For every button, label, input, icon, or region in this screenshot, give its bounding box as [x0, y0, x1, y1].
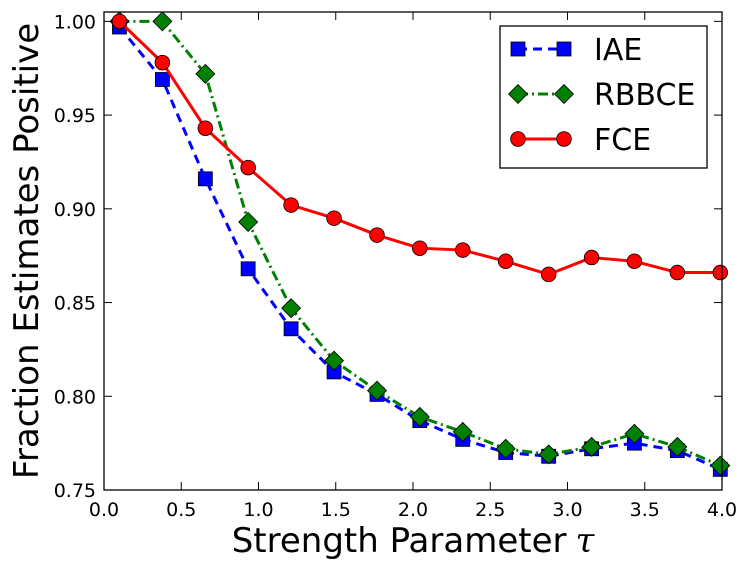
x-tick-label: 2.0 [398, 499, 428, 521]
x-tick-label: 3.0 [552, 499, 582, 521]
series-layer [109, 11, 731, 477]
legend-marker-iae [510, 41, 526, 57]
x-tick-labels: 0.0 0.5 1.0 1.5 2.0 2.5 3.0 3.5 4.0 [89, 499, 737, 521]
x-tick-label: 4.0 [707, 499, 737, 521]
legend-entry-iae: IAE [510, 33, 642, 68]
data-point-rbbce [452, 421, 473, 442]
x-tick-label: 1.5 [321, 499, 351, 521]
data-point-fce [240, 159, 256, 176]
x-tick-label: 1.0 [243, 499, 273, 521]
legend-marker-rbbce [553, 83, 575, 105]
data-point-fce [712, 264, 729, 281]
data-point-rbbce [281, 298, 302, 319]
ticks-layer [103, 12, 723, 491]
data-point-rbbce [238, 211, 259, 232]
y-tick-label: 0.75 [54, 480, 96, 502]
data-point-fce [497, 253, 514, 270]
data-point-rbbce [195, 63, 216, 84]
legend-label-rbbce: RBBCE [594, 78, 695, 113]
data-point-rbbce [495, 438, 516, 459]
y-tick-label: 0.85 [54, 293, 96, 315]
data-point-fce [412, 240, 428, 256]
x-tick-label: 2.5 [475, 499, 505, 521]
y-tick-label: 0.80 [54, 386, 96, 408]
data-point-fce [583, 249, 600, 266]
data-point-rbbce [667, 436, 688, 457]
y-axis-label: Fraction Estimates Positive [7, 23, 47, 479]
data-point-rbbce [538, 444, 559, 465]
legend-entry-rbbce: RBBCE [507, 78, 695, 113]
legend-entry-fce: FCE [510, 123, 651, 158]
legend-label-fce: FCE [594, 123, 651, 158]
y-tick-label: 0.90 [54, 199, 96, 221]
series-rbbce [109, 11, 731, 476]
legend-marker-fce [556, 131, 572, 147]
y-tick-label: 0.95 [54, 105, 96, 127]
data-point-iae [155, 72, 170, 87]
legend-marker-iae [556, 41, 572, 57]
data-point-fce [197, 120, 214, 136]
data-point-rbbce [710, 455, 731, 476]
legend: IAE RBBCE FCE [499, 25, 708, 169]
data-point-fce [669, 264, 686, 281]
data-point-fce [111, 13, 128, 30]
x-tick-label: 0.0 [89, 499, 119, 521]
data-point-fce [454, 242, 471, 258]
x-axis-label-text: Strength Parameter [232, 521, 567, 561]
data-point-rbbce [624, 423, 645, 444]
x-tick-label: 0.5 [166, 499, 196, 521]
x-axis-label: Strength Parameter τ [232, 521, 596, 561]
data-point-rbbce [152, 11, 173, 32]
data-point-rbbce [366, 380, 388, 401]
data-point-rbbce [324, 350, 345, 371]
x-tick-label: 3.5 [630, 499, 660, 521]
data-point-fce [326, 210, 342, 226]
data-point-fce [283, 197, 299, 213]
legend-marker-rbbce [507, 83, 529, 105]
data-point-rbbce [581, 436, 602, 457]
data-point-fce [154, 54, 171, 71]
x-axis-label-symbol: τ [575, 521, 595, 561]
series-fce [111, 13, 729, 283]
data-point-fce [540, 266, 557, 283]
data-point-fce [369, 227, 385, 243]
y-tick-label: 1.00 [54, 11, 96, 33]
legend-label-iae: IAE [594, 33, 642, 68]
data-point-iae [283, 321, 299, 337]
series-line-rbbce [119, 19, 721, 468]
data-point-iae [240, 261, 256, 277]
data-point-fce [626, 253, 643, 270]
legend-marker-fce [510, 131, 526, 147]
y-tick-labels: 0.75 0.80 0.85 0.90 0.95 1.00 [54, 11, 96, 502]
data-point-rbbce [409, 406, 430, 427]
legend-entries: IAE RBBCE FCE [507, 33, 695, 158]
data-point-iae [197, 171, 213, 187]
